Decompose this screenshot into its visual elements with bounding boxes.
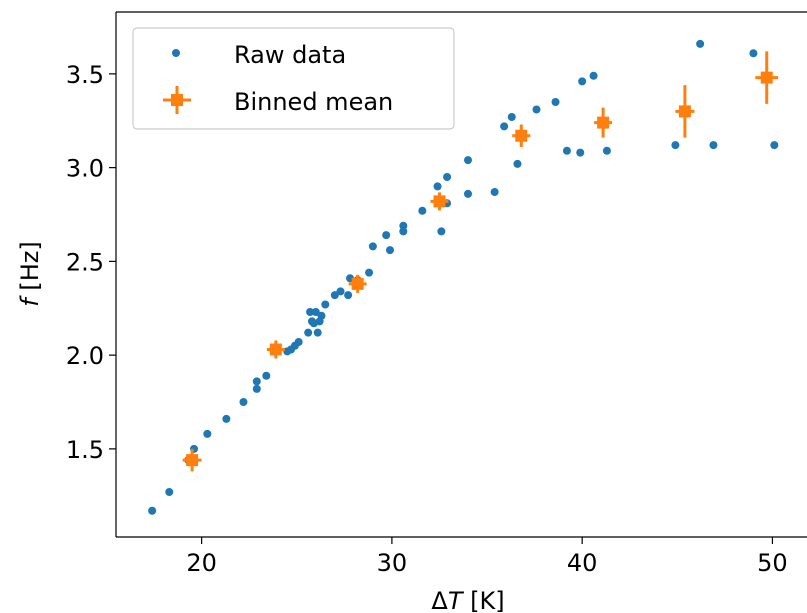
raw-data-point	[507, 113, 516, 121]
x-axis-label-unit: [K]	[463, 587, 505, 613]
x-tick-label: 20	[186, 549, 217, 577]
x-ticks: 20 30 40 50	[186, 537, 788, 577]
x-axis-label-var: T	[448, 587, 465, 613]
raw-data-point	[203, 429, 212, 438]
raw-data-point	[321, 300, 330, 309]
raw-data-point	[165, 488, 174, 496]
raw-data-point	[239, 398, 248, 406]
binned-mean-point	[348, 274, 367, 293]
y-tick-label: 1.5	[66, 436, 104, 464]
x-tick-label: 50	[757, 549, 788, 577]
raw-data-point	[437, 227, 446, 236]
plot-area	[148, 39, 779, 515]
raw-data-point	[532, 105, 541, 114]
legend-box	[132, 27, 455, 130]
y-tick-label: 3.0	[66, 155, 104, 183]
y-tick-label: 2.5	[66, 248, 104, 276]
binned-mean-point	[512, 124, 531, 147]
binned-mean-marker	[186, 454, 199, 467]
raw-data-point	[671, 141, 680, 150]
raw-data-point	[222, 414, 231, 423]
raw-data-point	[382, 231, 391, 240]
binned-mean-point	[594, 107, 613, 138]
raw-data-point	[433, 182, 442, 191]
x-axis-label-prefix: Δ	[431, 587, 448, 613]
binned-mean-point	[182, 448, 202, 472]
raw-data-point	[252, 377, 261, 386]
binned-mean-series	[182, 51, 779, 472]
raw-data-point	[602, 146, 611, 155]
binned-mean-point	[266, 340, 285, 359]
raw-data-point	[368, 242, 377, 251]
raw-data-point	[294, 338, 303, 346]
x-axis-label: ΔT [K]	[431, 587, 504, 613]
raw-data-point	[490, 188, 499, 196]
raw-data-point	[709, 141, 718, 150]
raw-data-point	[336, 287, 345, 296]
raw-data-point	[589, 71, 598, 80]
raw-data-point	[385, 246, 394, 255]
axes: 20 30 40 50 1.5 2.0 2.5 3.0 3.5	[66, 11, 807, 577]
raw-data-point	[317, 311, 326, 320]
binned-mean-marker	[760, 71, 773, 84]
binned-mean-point	[755, 51, 779, 104]
raw-data-point	[418, 206, 427, 215]
legend-binned-marker	[171, 94, 183, 106]
raw-data-point	[578, 77, 587, 86]
y-axis-label-unit: [Hz]	[16, 241, 44, 298]
binned-mean-point	[675, 85, 695, 138]
legend-binned-label: Binned mean	[234, 88, 393, 116]
binned-mean-point	[430, 192, 449, 211]
raw-data-point	[304, 328, 313, 337]
binned-mean-marker	[515, 129, 528, 142]
binned-mean-marker	[678, 105, 691, 118]
legend-raw-data-marker	[172, 49, 180, 57]
binned-mean-marker	[269, 343, 282, 356]
raw-data-point	[464, 189, 472, 198]
raw-data-point	[262, 371, 271, 380]
legend-raw-data-label: Raw data	[234, 41, 346, 69]
raw-data-point	[399, 227, 408, 236]
y-tick-label: 3.5	[66, 61, 104, 89]
binned-mean-marker	[433, 195, 446, 208]
y-axis-label: f [Hz]	[16, 241, 44, 306]
raw-data-point	[464, 156, 472, 165]
raw-data-point	[696, 39, 705, 48]
raw-data-point	[311, 308, 320, 316]
x-tick-label: 40	[567, 549, 598, 577]
raw-data-point	[330, 291, 339, 300]
raw-data-point	[306, 308, 315, 316]
raw-data-point	[443, 173, 452, 181]
binned-mean-marker	[597, 116, 610, 129]
raw-data-point	[365, 268, 374, 277]
legend: Raw data Binned mean	[132, 27, 455, 130]
raw-data-point	[399, 221, 408, 230]
raw-data-point	[770, 141, 779, 150]
binned-mean-marker	[351, 277, 364, 290]
raw-data-point	[313, 328, 322, 337]
raw-data-point	[252, 384, 261, 393]
raw-data-point	[500, 122, 509, 131]
raw-data-point	[562, 146, 571, 155]
raw-data-point	[344, 291, 353, 300]
raw-data-point	[551, 98, 560, 106]
raw-data-point	[576, 148, 585, 157]
raw-data-point	[148, 506, 157, 515]
raw-data-point	[749, 49, 758, 58]
raw-data-point	[513, 159, 522, 168]
y-tick-label: 2.0	[66, 342, 104, 370]
raw-data-series	[148, 39, 779, 515]
x-tick-label: 30	[377, 549, 408, 577]
y-ticks: 1.5 2.0 2.5 3.0 3.5	[66, 61, 116, 464]
